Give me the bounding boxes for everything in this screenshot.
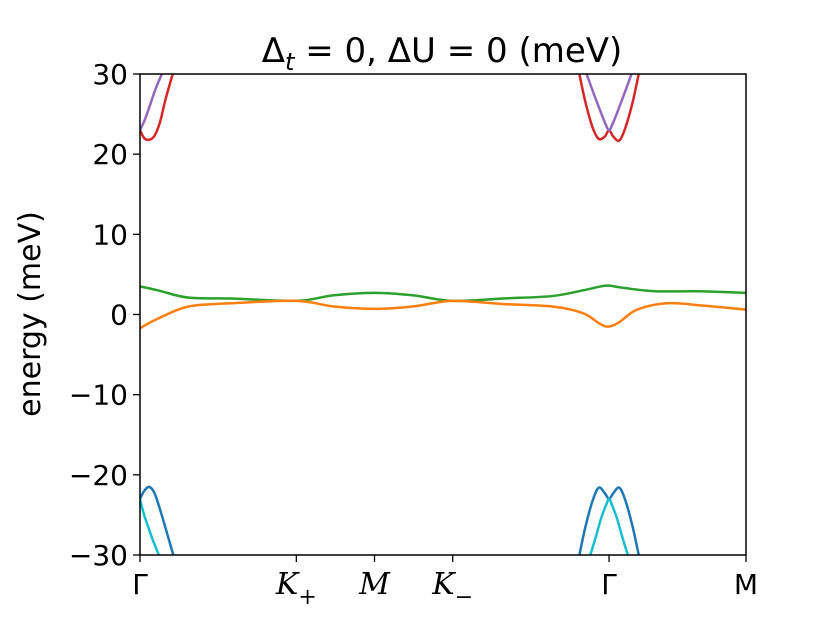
band-line-8 xyxy=(585,74,633,132)
y-tick-label: 0 xyxy=(110,299,128,332)
chart-title: Δt = 0, ΔU = 0 (meV) xyxy=(262,31,623,76)
y-axis-label: energy (meV) xyxy=(13,211,48,417)
band-line-3 xyxy=(140,74,174,142)
band-line-5 xyxy=(140,485,175,555)
chart-title-post: = 0, ΔU = 0 (meV) xyxy=(294,31,622,71)
band-line-2 xyxy=(140,299,746,330)
band-line-9 xyxy=(578,486,640,555)
chart-title-sub: t xyxy=(285,48,296,76)
plot-frame xyxy=(139,73,747,556)
y-ticks: −30 −20 −10 0 10 20 30 xyxy=(69,58,140,572)
band-line-6 xyxy=(140,497,161,555)
band-line-4 xyxy=(140,74,164,132)
x-tick-label: Γ xyxy=(601,568,617,601)
x-tick-label: K+ xyxy=(275,567,317,610)
x-tick-label: K− xyxy=(431,567,473,610)
series-layer xyxy=(140,74,746,555)
chart-title-pre: Δ xyxy=(262,31,285,71)
y-tick-label: −20 xyxy=(69,459,128,492)
x-tick-label: M xyxy=(734,568,758,601)
y-tick-label: −30 xyxy=(69,539,128,572)
band-line-1 xyxy=(140,284,746,303)
x-ticks: Γ K+ M K− Γ M xyxy=(132,555,758,610)
x-tick-label: Γ xyxy=(132,568,148,601)
y-tick-label: 30 xyxy=(92,58,128,91)
y-tick-label: 10 xyxy=(92,218,128,251)
band-line-10 xyxy=(589,497,630,555)
y-tick-label: 20 xyxy=(92,138,128,171)
y-tick-label: −10 xyxy=(69,379,128,412)
x-tick-label: M xyxy=(358,567,391,602)
